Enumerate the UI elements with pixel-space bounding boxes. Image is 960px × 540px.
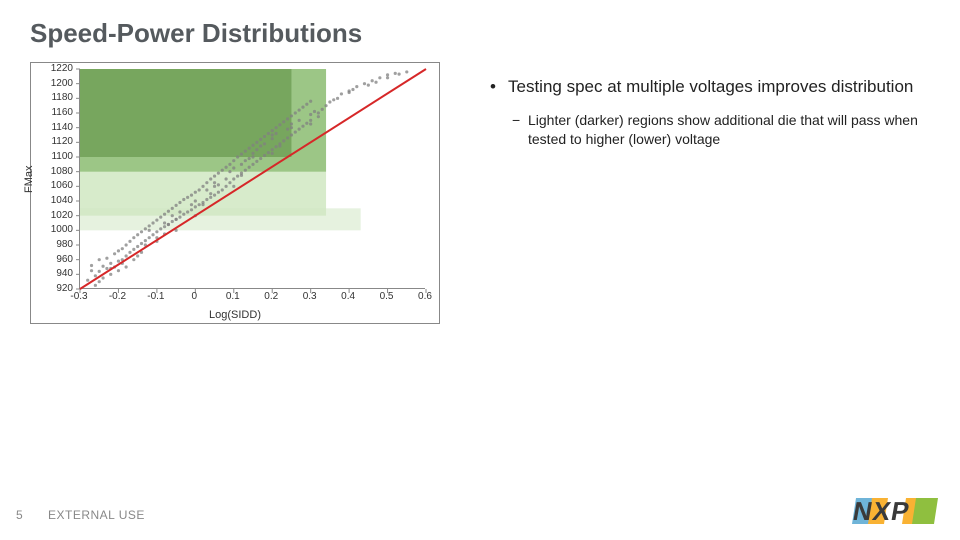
y-tick: 1120 [39, 136, 73, 147]
slide: Speed-Power Distributions FMax Log(SIDD)… [0, 0, 960, 540]
x-tick: 0.1 [218, 291, 248, 302]
x-tick: 0.2 [256, 291, 286, 302]
footer-label: EXTERNAL USE [48, 508, 145, 522]
shaded-region [80, 69, 291, 157]
x-tick: -0.2 [102, 291, 132, 302]
y-tick: 1040 [39, 195, 73, 206]
y-tick: 1160 [39, 107, 73, 118]
chart-frame: FMax Log(SIDD) 9209409609801000102010401… [30, 62, 440, 324]
x-tick: 0.6 [410, 291, 440, 302]
shaded-region [80, 208, 361, 230]
nxp-logo: NXP [852, 496, 938, 526]
y-tick: 1200 [39, 78, 73, 89]
y-tick: 1000 [39, 224, 73, 235]
y-tick: 940 [39, 268, 73, 279]
y-tick: 1220 [39, 63, 73, 74]
x-tick: 0.4 [333, 291, 363, 302]
page-number: 5 [16, 508, 23, 522]
y-tick: 1140 [39, 122, 73, 133]
bullet-main: Testing spec at multiple voltages improv… [490, 76, 930, 99]
x-tick: -0.1 [141, 291, 171, 302]
x-tick: 0.5 [372, 291, 402, 302]
x-tick: 0.3 [295, 291, 325, 302]
x-tick: 0 [179, 291, 209, 302]
y-tick: 1020 [39, 210, 73, 221]
y-tick: 1060 [39, 180, 73, 191]
y-tick: 1100 [39, 151, 73, 162]
y-tick: 1180 [39, 92, 73, 103]
bullet-sub: Lighter (darker) regions show additional… [490, 111, 930, 149]
plot-area [79, 69, 425, 289]
y-tick: 980 [39, 239, 73, 250]
x-axis-label: Log(SIDD) [209, 309, 261, 321]
y-tick: 1080 [39, 166, 73, 177]
svg-text:NXP: NXP [852, 496, 912, 526]
y-axis-label: FMax [23, 166, 35, 194]
y-tick: 960 [39, 254, 73, 265]
x-tick: -0.3 [64, 291, 94, 302]
scatter-svg [80, 69, 426, 289]
text-column: Testing spec at multiple voltages improv… [490, 76, 930, 149]
slide-title: Speed-Power Distributions [30, 18, 362, 49]
